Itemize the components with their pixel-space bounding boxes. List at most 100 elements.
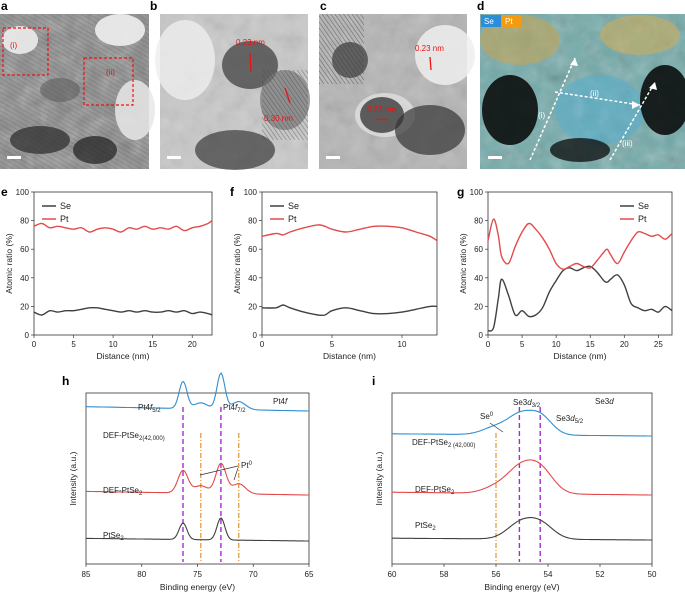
legend-label-se: Se: [60, 201, 71, 211]
panel-label-d: d: [477, 0, 484, 13]
y-tick-label: 100: [244, 188, 258, 197]
legend-se: Se: [484, 17, 494, 26]
y-axis-label: Intensity (a.u.): [68, 451, 78, 505]
y-tick-label: 40: [474, 274, 483, 283]
chart-h-labels: Pt4f Pt4f5/2 Pt4f7/2 Pt0 DEF-PtSe2(42,00…: [103, 397, 288, 542]
legend-label-se: Se: [638, 201, 649, 211]
legend-label-pt: Pt: [638, 214, 647, 224]
chart-i-se0-label: Se0: [480, 412, 494, 421]
chart-h-xps-pt4f: 85 80 75 70 65 Binding energy (eV) Intensity (…: [68, 372, 314, 592]
region-box-i: [2, 27, 49, 76]
x-axis-label: Distance (nm): [554, 351, 607, 361]
series-line-se: [487, 265, 673, 332]
x-tick-label: 58: [440, 570, 449, 579]
chart-g-atomic-ratio: 0 20 40 60 80 100 0 5 10 15 20 25 Distance (nm) Atomi…: [458, 188, 673, 361]
legend-pt: Pt: [505, 17, 513, 26]
d-spacing-label-1: 0.23 nm: [236, 38, 265, 47]
chart-i-series-label-1: DEF-PtSe2 (42,000): [412, 438, 475, 449]
legend-label-pt: Pt: [288, 214, 297, 224]
chart-h-pt0-label: Pt0: [241, 461, 253, 470]
x-tick-label: 20: [620, 340, 629, 349]
y-tick-label: 40: [20, 274, 29, 283]
series-line-pt: [33, 220, 213, 233]
y-tick-label: 80: [474, 217, 483, 226]
d-spacing-label-2: 0.30 nm: [264, 114, 293, 123]
y-tick-label: 20: [248, 302, 257, 311]
legend-label-se: Se: [288, 201, 299, 211]
panel-d-eds-map: d Se Pt (i) (ii) (iii): [477, 0, 685, 169]
x-tick-label: 20: [188, 340, 197, 349]
y-tick-label: 0: [25, 331, 30, 340]
series-line-pt: [487, 218, 673, 270]
x-tick-label: 56: [492, 570, 501, 579]
line-label-ii: (ii): [590, 89, 599, 98]
spectrum-line-2: [392, 459, 652, 496]
x-tick-label: 80: [137, 570, 146, 579]
scale-bar: [167, 156, 181, 159]
chart-g-frame: [487, 191, 673, 336]
chart-f-atomic-ratio: 0 20 40 60 80 100 0 5 10 Distance (nm) Atomic rati…: [232, 188, 438, 361]
panel-c-hrtem-image: c 0.23 nm 0.23 nm: [319, 0, 475, 169]
x-tick-label: 5: [330, 340, 335, 349]
x-tick-label: 70: [249, 570, 258, 579]
line-label-i: (i): [538, 111, 545, 120]
panel-label-h: h: [62, 374, 69, 388]
y-tick-label: 80: [20, 217, 29, 226]
series-line-se: [33, 306, 213, 316]
x-tick-label: 5: [71, 340, 76, 349]
chart-h-peak-label-52: Pt4f5/2: [138, 403, 161, 414]
y-tick-label: 0: [253, 331, 258, 340]
y-tick-label: 100: [16, 188, 30, 197]
x-tick-label: 10: [109, 340, 118, 349]
y-tick-label: 20: [20, 302, 29, 311]
x-tick-label: 54: [544, 570, 553, 579]
x-tick-label: 10: [398, 340, 407, 349]
x-tick-label: 50: [648, 570, 657, 579]
y-tick-label: 100: [470, 188, 484, 197]
panel-b-hrtem-image: b 0.23 nm 0.30 nm: [150, 0, 310, 170]
chart-h-peak-label-72: Pt4f7/2: [223, 403, 246, 414]
chart-h-series-label-1: DEF-PtSe2(42,000): [103, 431, 165, 442]
x-tick-label: 60: [388, 570, 397, 579]
y-tick-label: 0: [479, 331, 484, 340]
panel-label-b: b: [150, 0, 157, 13]
x-axis-label: Distance (nm): [323, 351, 376, 361]
chart-e-atomic-ratio: 0 20 40 60 80 100 0 5 10 15 20 Distance (nm) Atomic …: [4, 188, 213, 361]
y-axis-label: Atomic ratio (%): [232, 233, 242, 294]
legend-se-swatch: [481, 15, 501, 27]
y-tick-label: 80: [248, 217, 257, 226]
scale-bar: [326, 156, 340, 159]
chart-i-series-label-2: DEF-PtSe2: [415, 485, 455, 496]
x-tick-label: 52: [596, 570, 605, 579]
chart-i-peak-label-52: Se3d5/2: [556, 414, 584, 425]
region-box-ii: [83, 57, 134, 106]
x-axis-label: Distance (nm): [97, 351, 150, 361]
spectrum-line-1: [86, 372, 309, 412]
spectrum-line-3: [86, 517, 309, 542]
chart-h-series-label-3: PtSe2: [103, 531, 124, 542]
x-tick-label: 15: [586, 340, 595, 349]
d-spacing-label-1: 0.23 nm: [415, 44, 444, 53]
chart-i-frame: [391, 392, 653, 565]
chart-i-labels: Se3d Se3d3/2 Se3d5/2 Se0 DEF-PtSe2 (42,0…: [412, 397, 614, 532]
y-tick-label: 40: [248, 274, 257, 283]
panel-a-tem-image: a (i) (ii): [0, 0, 155, 169]
series-line-pt: [261, 224, 438, 242]
y-axis-label: Atomic ratio (%): [458, 233, 468, 294]
y-tick-label: 60: [248, 245, 257, 254]
spectrum-line-3: [392, 517, 652, 541]
region-label-i: (i): [10, 41, 17, 50]
scale-bar: [7, 156, 21, 159]
d-spacing-label-2: 0.23 nm: [367, 105, 396, 114]
panel-label-f: f: [230, 185, 235, 199]
chart-i-title: Se3d: [595, 397, 614, 406]
x-tick-label: 75: [193, 570, 202, 579]
y-axis-label: Intensity (a.u.): [374, 451, 384, 505]
chart-i-peak-label-32: Se3d3/2: [513, 398, 541, 409]
x-tick-label: 25: [654, 340, 663, 349]
x-tick-label: 0: [486, 340, 491, 349]
x-axis-label: Binding energy (eV): [484, 582, 559, 592]
legend-pt-swatch: [501, 15, 521, 27]
panel-label-c: c: [320, 0, 327, 13]
